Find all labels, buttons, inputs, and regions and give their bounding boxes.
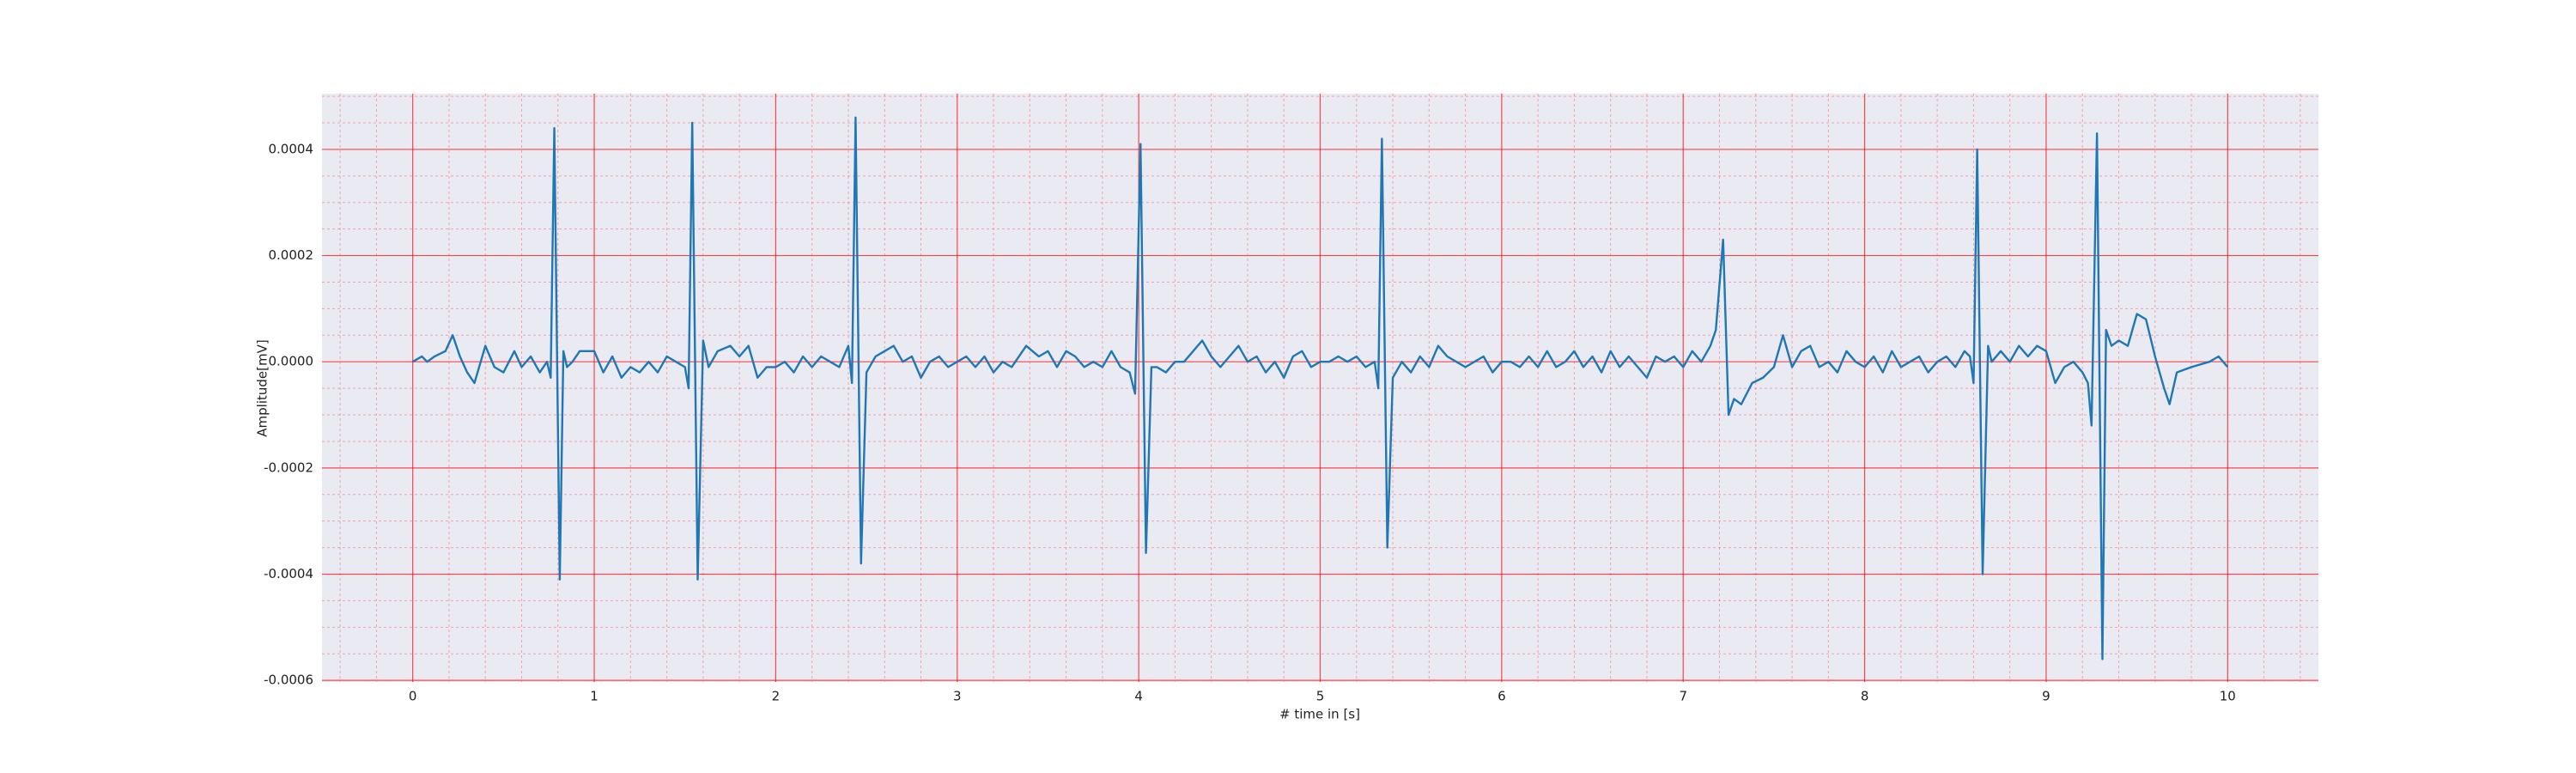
signal-line — [412, 116, 2229, 660]
y-tick-label: -0.0004 — [264, 566, 313, 581]
x-tick-label: 0 — [409, 689, 417, 704]
y-tick-label: 0.0004 — [269, 141, 314, 156]
x-tick-label: 8 — [1861, 689, 1869, 704]
y-tick-label: 0.0002 — [269, 247, 314, 263]
x-axis-label: # time in [s] — [1279, 707, 1360, 722]
x-tick-label: 7 — [1679, 689, 1687, 704]
y-tick-label: 0.0000 — [269, 354, 314, 369]
x-tick-label: 5 — [1316, 689, 1325, 704]
x-tick-label: 10 — [2220, 689, 2236, 704]
grid — [322, 94, 2318, 682]
x-tick-label: 9 — [2042, 689, 2050, 704]
y-tick-label: -0.0002 — [264, 460, 313, 475]
x-tick-label: 4 — [1134, 689, 1143, 704]
x-tick-label: 3 — [953, 689, 962, 704]
x-tick-label: 1 — [590, 689, 598, 704]
x-tick-label: 2 — [772, 689, 781, 704]
y-axis-label: Amplitude[mV] — [255, 339, 270, 436]
x-tick-label: 6 — [1498, 689, 1506, 704]
y-tick-label: -0.0006 — [264, 673, 313, 688]
